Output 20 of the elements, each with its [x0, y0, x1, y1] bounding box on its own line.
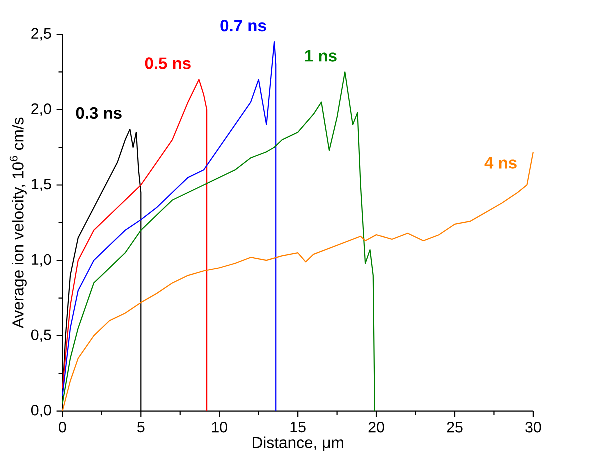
- x-tick-label: 10: [212, 422, 228, 433]
- x-tick-label: 25: [447, 422, 463, 433]
- x-tick-label: 15: [290, 422, 306, 432]
- series-label: 0.3 ns: [76, 107, 122, 120]
- x-tick-label: 5: [138, 422, 145, 432]
- y-tick-label: 2,0: [32, 104, 52, 116]
- series-label: 0.5 ns: [145, 58, 191, 70]
- y-axis-title: Average ion velocity, 10$^{6}$ cm/s: [10, 118, 27, 328]
- y-tick-label: 1,5: [32, 178, 52, 192]
- y-tick-label: 2,5: [32, 28, 52, 41]
- series-label: 1 ns: [306, 50, 337, 62]
- series-label: 4 ns: [484, 157, 517, 169]
- x-tick-label: 20: [368, 422, 384, 433]
- x-tick-label: 0: [59, 422, 66, 433]
- y-tick-label: 0,0: [31, 404, 52, 418]
- y-tick-label: 0,5: [31, 330, 52, 342]
- x-tick-label: 30: [526, 422, 542, 433]
- x-axis-title: Distance, μm: [253, 436, 344, 452]
- series-label: 0.7 ns: [220, 20, 266, 32]
- y-tick-label: 1,0: [32, 254, 52, 267]
